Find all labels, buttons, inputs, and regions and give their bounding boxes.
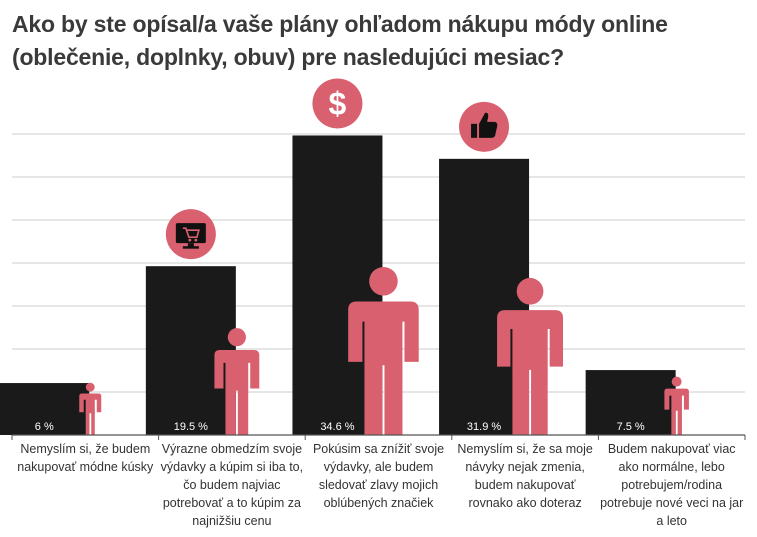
bar-group: 6 % <box>0 382 102 435</box>
category-label: Pokúsim sa znížiť svoje výdavky, ale bud… <box>312 442 445 510</box>
chart-title: Ako by ste opísal/a vaše plány ohľadom n… <box>12 11 668 70</box>
thumbs-up-icon <box>459 101 510 152</box>
value-label: 31.9 % <box>467 421 501 433</box>
bar <box>585 370 676 435</box>
person-figure-icon <box>664 376 689 435</box>
bar-group: 19.5 % <box>145 209 260 435</box>
person-figure-icon <box>79 382 102 435</box>
bar-group: 31.9 % <box>439 101 564 435</box>
shopping-screen-icon <box>165 209 216 260</box>
category-label: Budem nakupovať viac ako normálne, lebo … <box>600 442 744 528</box>
person-figure-icon <box>348 267 419 435</box>
bar <box>0 383 90 435</box>
category-label: Nemyslím si, že budem nakupovať módne kú… <box>17 442 154 474</box>
person-figure-icon <box>497 277 564 435</box>
value-label: 19.5 % <box>174 421 208 433</box>
person-figure-icon <box>214 328 260 435</box>
value-label: 6 % <box>35 421 54 433</box>
category-label: Výrazne obmedzím svoje výdavky a kúpim s… <box>160 442 304 528</box>
svg-text:$: $ <box>329 85 347 121</box>
category-label: Nemyslím si, že sa moje návyky nejak zme… <box>457 442 593 510</box>
bar-group: 34.6 % $ <box>292 78 419 435</box>
value-label: 34.6 % <box>320 421 354 433</box>
dollar-icon: $ <box>312 78 363 129</box>
value-label: 7.5 % <box>617 421 645 433</box>
bar-group: 7.5 % <box>585 370 689 435</box>
